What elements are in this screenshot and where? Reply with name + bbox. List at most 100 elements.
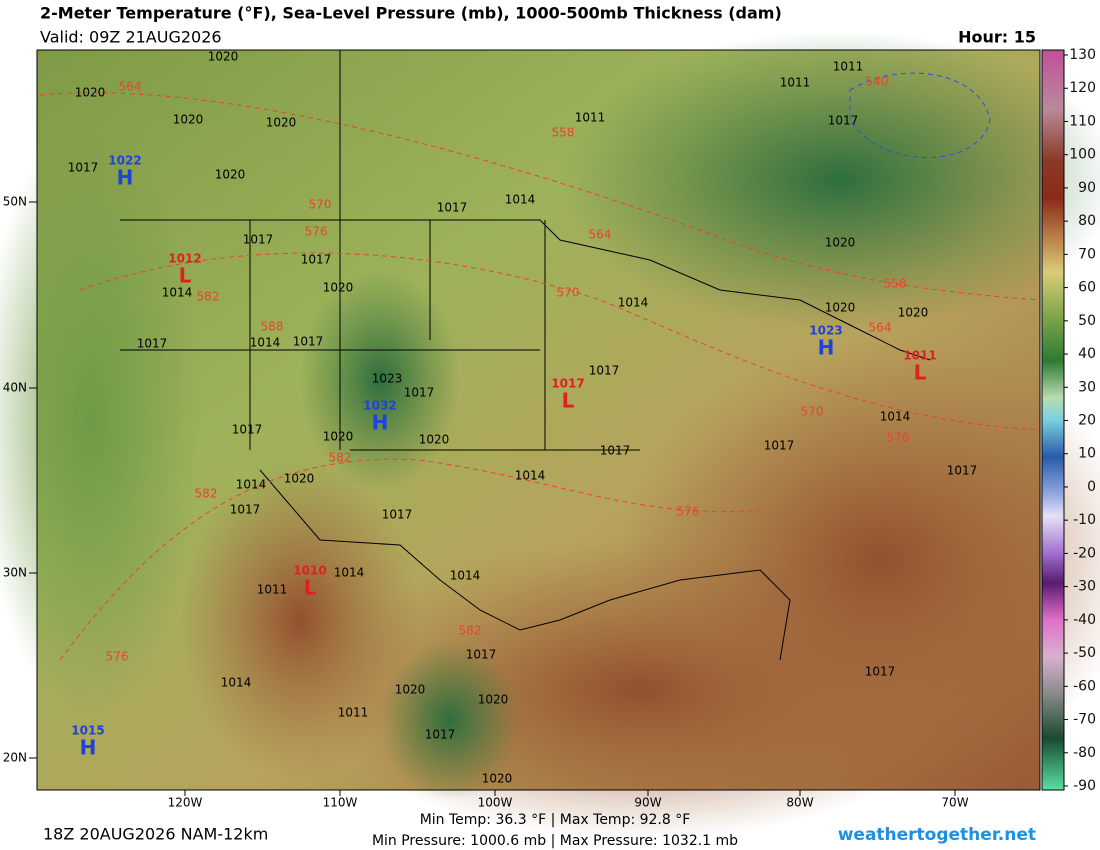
colorbar-label: -70 <box>1073 712 1096 728</box>
pressure-center-value: 1010 <box>293 564 326 578</box>
thickness-label: 576 <box>305 225 328 239</box>
pressure-center-symbol: L <box>304 576 317 600</box>
isobar-label: 1014 <box>505 193 536 207</box>
lat-label: 40N <box>3 381 27 395</box>
thickness-label: 570 <box>557 286 580 300</box>
thickness-label: 582 <box>197 290 220 304</box>
isobar-label: 1017 <box>437 201 468 215</box>
thickness-label: 588 <box>261 320 284 334</box>
isobar-label: 1020 <box>266 116 297 130</box>
isobar-label: 1017 <box>230 503 261 517</box>
colorbar-label: -50 <box>1073 645 1096 661</box>
lat-label: 20N <box>3 751 27 765</box>
isobar-label: 1017 <box>947 464 978 478</box>
isobar-label: 1020 <box>323 430 354 444</box>
isobar-label: 1011 <box>780 76 811 90</box>
thickness-label: 564 <box>119 80 142 94</box>
isobar-label: 1020 <box>284 472 315 486</box>
colorbar-label: 130 <box>1069 47 1096 63</box>
isobar-label: 1014 <box>880 410 911 424</box>
isobar-label: 1014 <box>515 469 546 483</box>
isobar-label: 1020 <box>395 683 426 697</box>
colorbar-label: 30 <box>1078 379 1096 395</box>
lat-label: 30N <box>3 566 27 580</box>
isobar-label: 1020 <box>825 236 856 250</box>
thickness-label: 576 <box>106 650 129 664</box>
colorbar-label: 110 <box>1069 113 1096 129</box>
pressure-center-value: 1022 <box>108 154 141 168</box>
isobar-label: 1011 <box>833 60 864 74</box>
thickness-label: 582 <box>195 487 218 501</box>
isobar-label: 1014 <box>250 336 281 350</box>
colorbar-label: -20 <box>1073 545 1096 561</box>
lon-label: 90W <box>634 796 661 810</box>
isobar-label: 1020 <box>478 693 509 707</box>
map-frame <box>36 49 1041 791</box>
isobar-label: 1020 <box>898 306 929 320</box>
lon-label: 70W <box>941 796 968 810</box>
thickness-label: 564 <box>589 228 612 242</box>
colorbar-label: 0 <box>1087 479 1096 495</box>
isobar-label: 1017 <box>232 423 263 437</box>
colorbar <box>1041 49 1065 791</box>
pressure-center-symbol: H <box>117 166 134 190</box>
colorbar-label: 70 <box>1078 246 1096 262</box>
colorbar-label: -60 <box>1073 678 1096 694</box>
thickness-label: 540 <box>866 75 889 89</box>
pressure-center-symbol: H <box>818 336 835 360</box>
lon-label: 120W <box>168 796 203 810</box>
isobar-label: 1014 <box>236 478 267 492</box>
isobar-label: 1017 <box>865 665 896 679</box>
colorbar-label: 90 <box>1078 180 1096 196</box>
coastline <box>259 469 791 661</box>
site-credit: weathertogether.net <box>838 825 1036 845</box>
lon-label: 110W <box>323 796 358 810</box>
map: 1020 1020 1020 1020 1020 1017 1011 1011 1011 1017… <box>0 30 1100 840</box>
isobar-label: 1017 <box>828 114 859 128</box>
pressure-center-symbol: L <box>914 361 927 385</box>
isobar-label: 1020 <box>215 168 246 182</box>
isobar-label: 1017 <box>301 253 332 267</box>
pressure-center-value: 1012 <box>168 252 201 266</box>
canada-cool-area <box>560 30 1100 330</box>
colorbar-label: 10 <box>1078 446 1096 462</box>
colorbar-label: -80 <box>1073 745 1096 761</box>
thickness-label: 558 <box>552 126 575 140</box>
us-canada-border <box>120 219 931 361</box>
colorbar-label: 80 <box>1078 213 1096 229</box>
pressure-center-value: 1011 <box>903 349 936 363</box>
isobar-label: 1011 <box>338 706 369 720</box>
isobar-label: 1017 <box>243 233 274 247</box>
pressure-center-value: 1015 <box>71 724 104 738</box>
lat-label: 50N <box>3 195 27 209</box>
isobar-label: 1020 <box>173 113 204 127</box>
isobar-label: 1020 <box>208 50 239 64</box>
isobar-label: 1017 <box>404 386 435 400</box>
isobar-label: 1017 <box>589 364 620 378</box>
colorbar-label: -40 <box>1073 612 1096 628</box>
lon-label: 100W <box>478 796 513 810</box>
model-run: 18Z 20AUG2026 NAM-12km <box>43 825 268 844</box>
mexico-warm-area <box>180 460 420 780</box>
atlantic-warm-area <box>620 340 1100 780</box>
thickness-label: 582 <box>329 451 352 465</box>
isobar-label: 1017 <box>425 728 456 742</box>
pressure-center-symbol: L <box>179 264 192 288</box>
isobar-label: 1014 <box>618 296 649 310</box>
isobar-label: 1011 <box>257 583 288 597</box>
isobar-label: 1017 <box>137 337 168 351</box>
isobar-label: 1014 <box>450 569 481 583</box>
isobar-label: 1014 <box>221 676 252 690</box>
borders <box>120 50 931 661</box>
colorbar-label: 120 <box>1069 80 1096 96</box>
forecast-hour: Hour: 15 <box>958 28 1036 47</box>
title: 2-Meter Temperature (°F), Sea-Level Pres… <box>40 4 782 23</box>
thickness-label: 564 <box>869 321 892 335</box>
state-lines <box>120 50 640 451</box>
thickness-label: 576 <box>677 505 700 519</box>
isobar-label: 1017 <box>466 648 497 662</box>
isobar-label: 1020 <box>75 86 106 100</box>
colorbar-label: 40 <box>1078 346 1096 362</box>
colorbar-label: -90 <box>1073 778 1096 794</box>
thickness-label: 570 <box>309 198 332 212</box>
